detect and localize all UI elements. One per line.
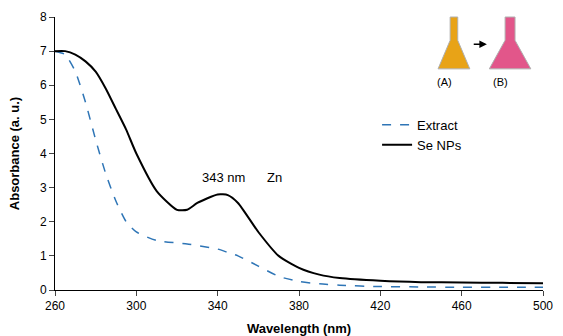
svg-text:0: 0: [40, 283, 47, 297]
svg-text:Absorbance (a. u.): Absorbance (a. u.): [7, 97, 22, 210]
svg-text:3: 3: [40, 181, 47, 195]
svg-text:6: 6: [40, 78, 47, 92]
svg-text:300: 300: [126, 299, 146, 313]
svg-text:Wavelength (nm): Wavelength (nm): [247, 321, 351, 336]
svg-text:340: 340: [208, 299, 228, 313]
svg-text:380: 380: [289, 299, 309, 313]
svg-text:500: 500: [533, 299, 553, 313]
svg-text:4: 4: [40, 147, 47, 161]
svg-text:Zn: Zn: [267, 170, 282, 185]
svg-text:Extract: Extract: [417, 118, 458, 133]
svg-text:5: 5: [40, 113, 47, 127]
svg-text:7: 7: [40, 44, 47, 58]
svg-text:343 nm: 343 nm: [202, 170, 245, 185]
svg-text:420: 420: [370, 299, 390, 313]
svg-text:2: 2: [40, 215, 47, 229]
svg-text:1: 1: [40, 249, 47, 263]
svg-text:(A): (A): [437, 76, 452, 88]
svg-text:8: 8: [40, 10, 47, 24]
svg-text:260: 260: [45, 299, 65, 313]
svg-text:460: 460: [452, 299, 472, 313]
svg-text:Se NPs: Se NPs: [417, 138, 462, 153]
svg-text:(B): (B): [493, 76, 508, 88]
